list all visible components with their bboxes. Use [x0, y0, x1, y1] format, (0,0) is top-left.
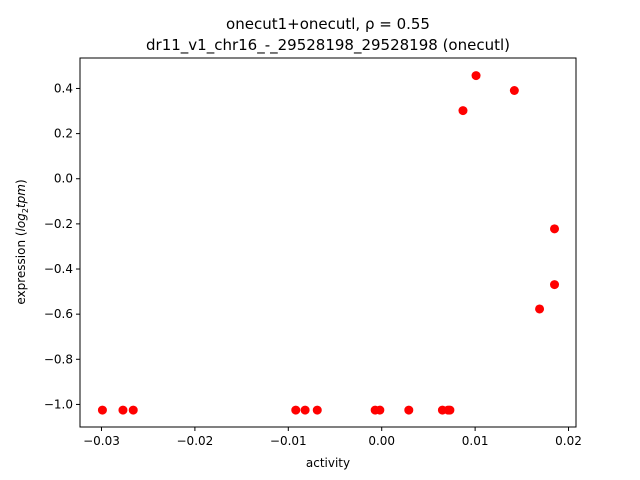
- data-point: [509, 85, 519, 95]
- y-tick-label: −0.4: [44, 262, 73, 276]
- x-tick-label: 0.00: [368, 434, 395, 448]
- y-axis-ticks: 0.4 0.2 0.0 −0.2 −0.4 −0.6 −0.8 −1.0: [44, 81, 80, 411]
- y-tick-label: −0.8: [44, 352, 73, 366]
- data-points: [97, 71, 560, 415]
- data-point: [300, 405, 310, 415]
- x-tick-label: 0.02: [555, 434, 582, 448]
- y-axis-label-close: ): [14, 179, 28, 184]
- data-point: [404, 405, 414, 415]
- data-point: [471, 71, 481, 81]
- y-axis-label: expression (log2tpm): [14, 179, 30, 304]
- y-tick-label: −0.2: [44, 217, 73, 231]
- data-point: [375, 405, 385, 415]
- chart-title-line2: dr11_v1_chr16_-_29528198_29528198 (onecu…: [146, 36, 510, 55]
- chart-title-line1: onecut1+onecutl, ρ = 0.55: [226, 15, 430, 33]
- x-tick-label: −0.02: [177, 434, 214, 448]
- x-tick-label: −0.03: [83, 434, 120, 448]
- data-point: [97, 405, 107, 415]
- x-tick-label: −0.01: [270, 434, 307, 448]
- y-axis-label-tpm: tpm: [14, 184, 28, 208]
- data-point: [458, 106, 468, 116]
- data-point: [128, 405, 138, 415]
- y-tick-label: −0.6: [44, 307, 73, 321]
- data-point: [291, 405, 301, 415]
- data-point: [550, 280, 560, 290]
- data-point: [312, 405, 322, 415]
- x-axis-ticks: −0.03 −0.02 −0.01 0.00 0.01 0.02: [83, 427, 582, 448]
- y-tick-label: 0.2: [54, 127, 73, 141]
- data-point: [550, 224, 560, 234]
- y-axis-label-main: expression (: [14, 231, 28, 304]
- y-axis-label-log: log: [14, 213, 28, 232]
- data-point: [535, 304, 545, 314]
- plot-frame: [79, 57, 577, 428]
- x-tick-label: 0.01: [462, 434, 489, 448]
- data-point: [118, 405, 128, 415]
- y-tick-label: −1.0: [44, 397, 73, 411]
- y-tick-label: 0.0: [54, 172, 73, 186]
- x-axis-label: activity: [306, 456, 350, 470]
- y-tick-label: 0.4: [54, 81, 73, 95]
- y-axis-label-sub: 2: [21, 208, 30, 213]
- data-point: [445, 405, 455, 415]
